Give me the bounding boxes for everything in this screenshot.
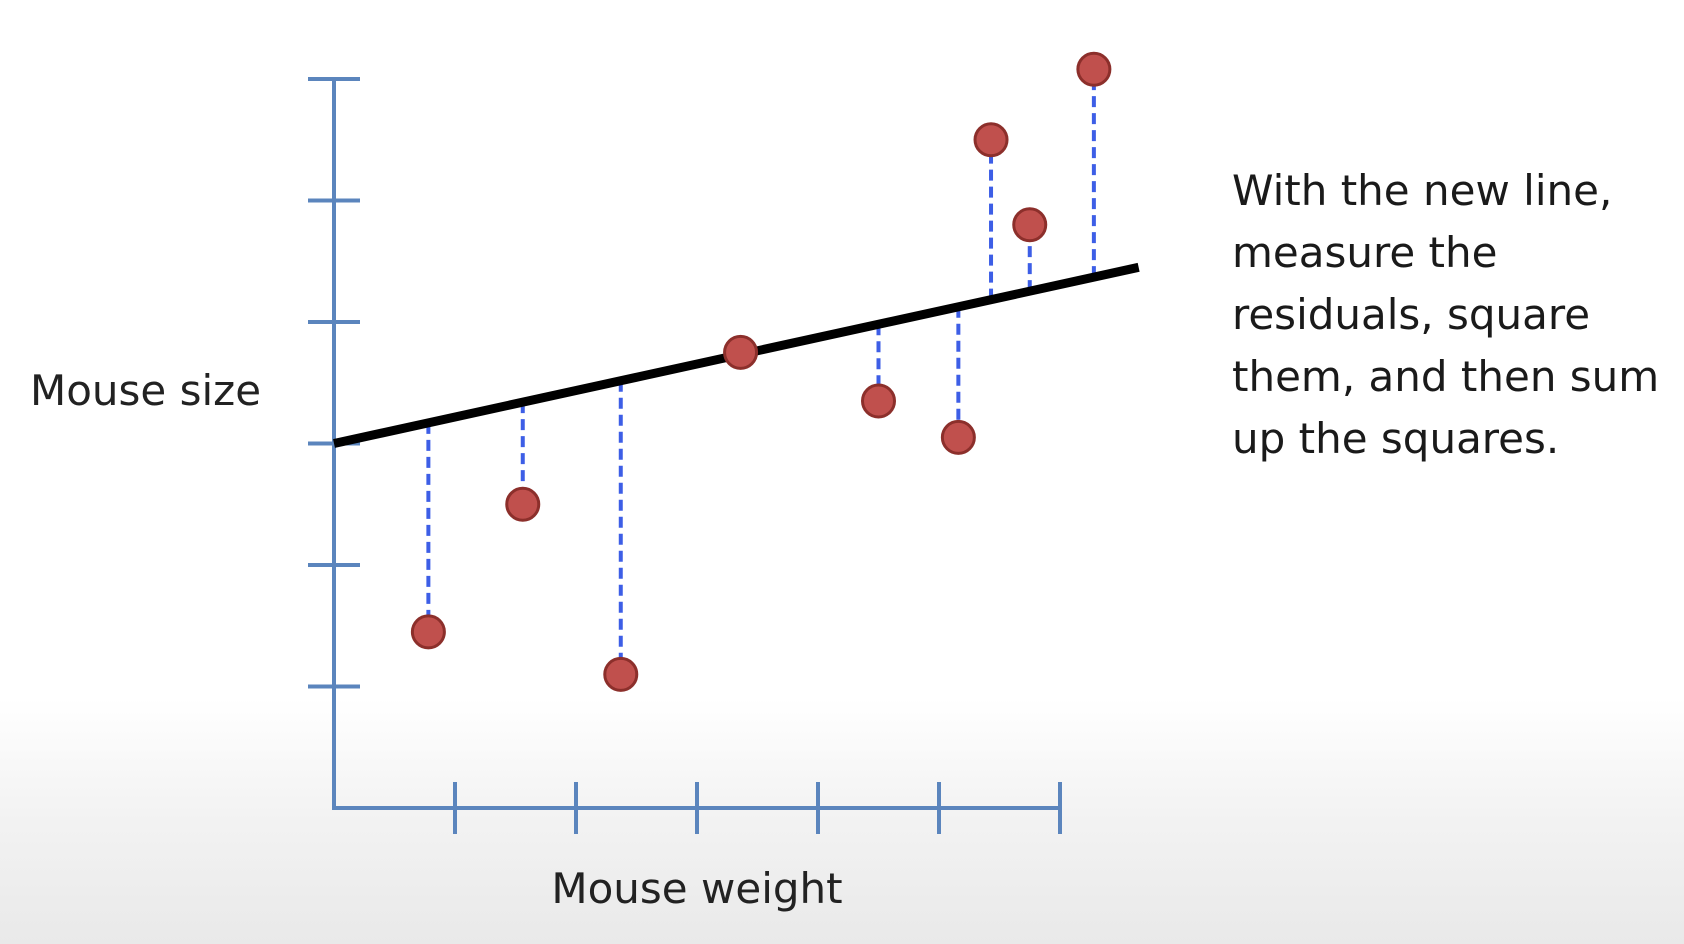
data-point-7	[973, 122, 1009, 158]
data-point-2	[505, 486, 541, 522]
x-axis	[453, 782, 1062, 834]
data-points	[410, 51, 1112, 692]
residual-lines	[426, 69, 1096, 675]
annotation-text: With the new line, measure the residuals…	[1232, 166, 1660, 463]
data-point-5	[861, 383, 896, 419]
data-point-6	[940, 419, 976, 455]
data-point-3	[603, 656, 639, 692]
y-axis-label: Mouse size	[30, 366, 261, 415]
data-point-9	[1076, 51, 1112, 87]
data-point-8	[1012, 207, 1048, 243]
data-point-4	[723, 334, 759, 370]
x-axis-label: Mouse weight	[551, 864, 842, 913]
data-point-1	[410, 614, 446, 650]
